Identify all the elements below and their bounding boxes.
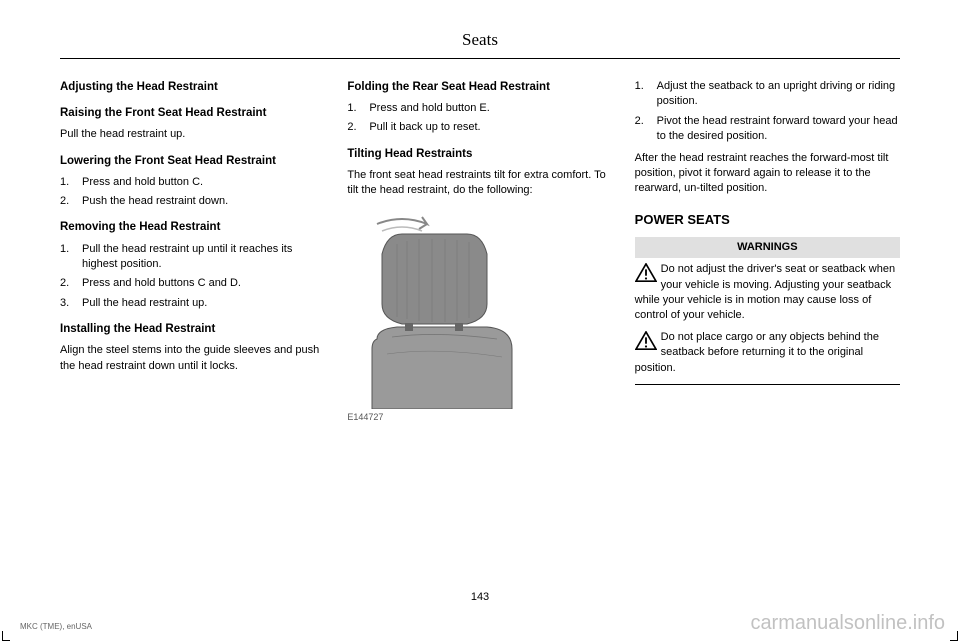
crop-mark-bl xyxy=(2,631,10,641)
list-item: Press and hold button E. xyxy=(347,101,612,116)
list-lowering: Press and hold button C. Push the head r… xyxy=(60,175,325,210)
list-item: Press and hold button C. xyxy=(60,175,325,190)
list-item: Adjust the seatback to an upright drivin… xyxy=(635,79,900,110)
heading-installing: Installing the Head Restraint xyxy=(60,321,325,337)
headrest-figure: E144727 xyxy=(347,209,612,424)
list-adjust: Adjust the seatback to an upright drivin… xyxy=(635,79,900,145)
list-item: Push the head restraint down. xyxy=(60,194,325,209)
warning-divider xyxy=(635,384,900,385)
warning-1: Do not adjust the driver's seat or seatb… xyxy=(635,262,900,324)
page-header: Seats xyxy=(60,30,900,59)
list-removing: Pull the head restraint up until it reac… xyxy=(60,242,325,312)
list-item: Pull the head restraint up. xyxy=(60,296,325,311)
figure-label: E144727 xyxy=(347,411,612,424)
doc-code: MKC (TME), enUSA xyxy=(20,622,92,631)
crop-mark-br xyxy=(950,631,958,641)
heading-adjusting: Adjusting the Head Restraint xyxy=(60,79,325,95)
heading-power-seats: POWER SEATS xyxy=(635,211,900,229)
chapter-title: Seats xyxy=(462,30,498,49)
warning-triangle-icon xyxy=(635,263,657,283)
heading-folding-rear: Folding the Rear Seat Head Restraint xyxy=(347,79,612,95)
heading-tilting: Tilting Head Restraints xyxy=(347,146,612,162)
list-folding: Press and hold button E. Pull it back up… xyxy=(347,101,612,136)
heading-removing: Removing the Head Restraint xyxy=(60,219,325,235)
list-item: Press and hold buttons C and D. xyxy=(60,276,325,291)
warnings-header: WARNINGS xyxy=(635,237,900,258)
text-tilt-comfort: The front seat head restraints tilt for … xyxy=(347,168,612,199)
headrest-illustration xyxy=(347,209,527,409)
text-pull-up: Pull the head restraint up. xyxy=(60,127,325,142)
column-2: Folding the Rear Seat Head Restraint Pre… xyxy=(347,79,612,429)
warning-triangle-icon xyxy=(635,331,657,351)
warning-text-2: Do not place cargo or any objects behind… xyxy=(635,331,879,374)
column-1: Adjusting the Head Restraint Raising the… xyxy=(60,79,325,429)
content-columns: Adjusting the Head Restraint Raising the… xyxy=(60,79,900,429)
column-3: Adjust the seatback to an upright drivin… xyxy=(635,79,900,429)
page-number: 143 xyxy=(471,591,489,603)
text-align-stems: Align the steel stems into the guide sle… xyxy=(60,343,325,374)
warning-text-1: Do not adjust the driver's seat or seatb… xyxy=(635,263,895,321)
watermark: carmanualsonline.info xyxy=(750,612,945,635)
list-item: Pull it back up to reset. xyxy=(347,120,612,135)
heading-raising-front: Raising the Front Seat Head Restraint xyxy=(60,105,325,121)
heading-lowering-front: Lowering the Front Seat Head Restraint xyxy=(60,153,325,169)
text-after-pivot: After the head restraint reaches the for… xyxy=(635,151,900,197)
manual-page: Seats Adjusting the Head Restraint Raisi… xyxy=(0,0,960,643)
list-item: Pivot the head restraint forward toward … xyxy=(635,114,900,145)
list-item: Pull the head restraint up until it reac… xyxy=(60,242,325,273)
warning-2: Do not place cargo or any objects behind… xyxy=(635,330,900,376)
